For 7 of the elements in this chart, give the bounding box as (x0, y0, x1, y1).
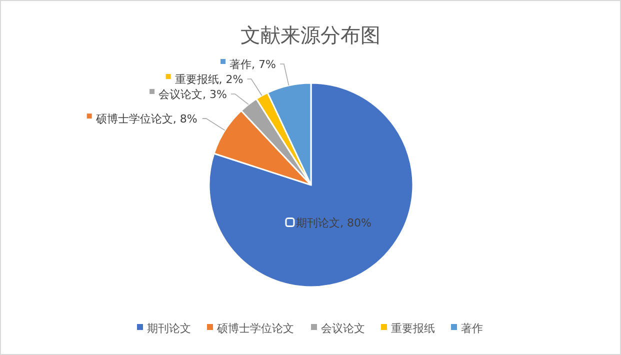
chart-title: 文献来源分布图 (240, 23, 380, 47)
legend-label: 重要报纸 (391, 322, 435, 335)
legend-label: 期刊论文 (147, 322, 191, 335)
data-label: 著作, 7% (229, 58, 276, 71)
legend-label: 会议论文 (321, 322, 365, 335)
legend-label: 著作 (461, 322, 483, 335)
legend-label: 硕博士学位论文 (216, 322, 294, 335)
